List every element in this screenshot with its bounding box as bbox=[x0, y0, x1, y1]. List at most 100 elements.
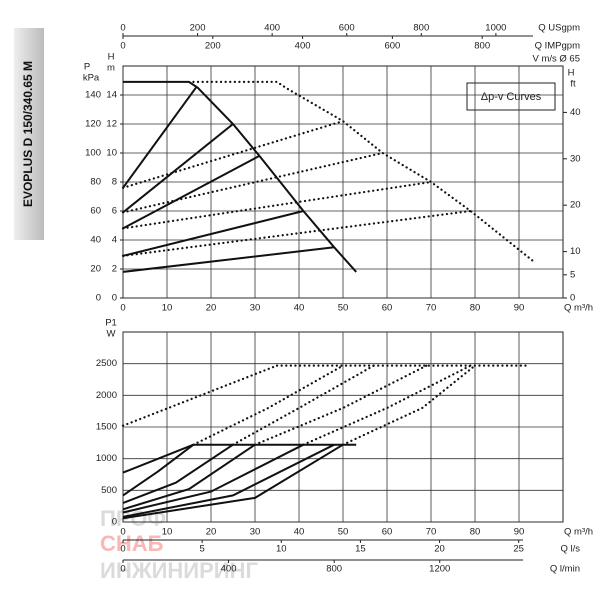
x-tick-label: 10 bbox=[162, 303, 173, 314]
y-axis-label: P1 bbox=[105, 318, 117, 329]
y-tick-label: 4 bbox=[112, 235, 117, 246]
bottom-tick-label: 5 bbox=[199, 544, 204, 555]
y-axis-unit: m bbox=[107, 63, 115, 74]
y2-tick-label: 0 bbox=[570, 293, 575, 304]
top-tick-label: 600 bbox=[339, 23, 355, 34]
y-tick-label: 120 bbox=[85, 119, 101, 130]
x-tick-label: 0 bbox=[120, 303, 125, 314]
x-tick-label: 0 bbox=[120, 527, 125, 538]
curve bbox=[122, 443, 335, 518]
y-tick-label: 8 bbox=[112, 177, 117, 188]
top-tick-label: 800 bbox=[413, 23, 429, 34]
x-tick-label: 20 bbox=[206, 303, 217, 314]
curve bbox=[122, 443, 304, 514]
y-tick-label: 100 bbox=[85, 148, 101, 159]
top-tick-label: 200 bbox=[190, 23, 206, 34]
y-tick-label: 140 bbox=[85, 90, 101, 101]
curve bbox=[122, 443, 234, 504]
x-axis-label: Q m³/h bbox=[564, 527, 593, 538]
curve bbox=[192, 364, 345, 446]
legend-text: Δp-v Curves bbox=[481, 91, 542, 103]
top-tick-label: 600 bbox=[384, 41, 400, 52]
top-tick-label: 200 bbox=[205, 41, 221, 52]
y-tick-label: 0 bbox=[112, 293, 117, 304]
bottom-tick-label: 0 bbox=[120, 544, 125, 555]
y-tick-label: 12 bbox=[106, 119, 117, 130]
x-tick-label: 40 bbox=[294, 527, 305, 538]
x-tick-label: 70 bbox=[426, 303, 437, 314]
bottom-tick-label: 25 bbox=[513, 544, 524, 555]
curve bbox=[122, 210, 304, 257]
x-tick-label: 70 bbox=[426, 527, 437, 538]
y-tick-label: 2000 bbox=[96, 390, 117, 401]
y2-axis-label: H bbox=[568, 68, 575, 79]
top-tick-label: 0 bbox=[120, 23, 125, 34]
y-tick-label: 1000 bbox=[96, 453, 117, 464]
bottom-tick-label: 0 bbox=[120, 564, 125, 575]
bottom-axis-label: Q l/s bbox=[560, 544, 580, 555]
y-tick-label: 500 bbox=[101, 485, 117, 496]
x-tick-label: 30 bbox=[250, 527, 261, 538]
curve bbox=[231, 364, 375, 446]
x-tick-label: 90 bbox=[514, 527, 525, 538]
curve bbox=[122, 123, 234, 214]
curve bbox=[122, 85, 198, 189]
curve bbox=[122, 443, 256, 511]
bottom-tick-label: 400 bbox=[221, 564, 237, 575]
bottom-tick-label: 800 bbox=[326, 564, 342, 575]
y-tick-label: 10 bbox=[106, 148, 117, 159]
curve bbox=[341, 364, 477, 446]
y2-tick-label: 5 bbox=[570, 269, 575, 280]
legend-box bbox=[466, 82, 556, 111]
curve bbox=[121, 151, 384, 214]
label-box bbox=[14, 28, 44, 240]
bottom-tick-label: 10 bbox=[276, 544, 287, 555]
curve bbox=[123, 80, 357, 273]
y-axis-unit: W bbox=[107, 329, 116, 340]
watermark: ПРОФ СНАБ ИНЖИНИРИНГ bbox=[100, 506, 258, 583]
curve bbox=[122, 155, 260, 230]
pump-label: EVOPLUS D 150/340.65 M bbox=[21, 61, 35, 207]
x-tick-label: 50 bbox=[338, 527, 349, 538]
curve bbox=[121, 180, 433, 230]
y-tick-label: 40 bbox=[90, 235, 101, 246]
y2-tick-label: 30 bbox=[570, 153, 581, 164]
top-axis-label: Q USgpm bbox=[538, 23, 580, 34]
x-tick-label: 60 bbox=[382, 303, 393, 314]
curve bbox=[302, 364, 472, 446]
curve bbox=[121, 120, 345, 189]
y-tick-label: 0 bbox=[112, 517, 117, 528]
y-tick-label: 60 bbox=[90, 206, 101, 217]
curve bbox=[122, 443, 194, 474]
curve bbox=[192, 80, 534, 262]
y-axis-unit: kPa bbox=[83, 73, 100, 84]
top-tick-label: 400 bbox=[295, 41, 311, 52]
top-tick-label: 1000 bbox=[485, 23, 506, 34]
bottom-tick-label: 1200 bbox=[429, 564, 450, 575]
y-tick-label: 2500 bbox=[96, 358, 117, 369]
x-axis-label: Q m³/h bbox=[564, 303, 593, 314]
curve bbox=[121, 209, 472, 257]
y2-tick-label: 20 bbox=[570, 200, 581, 211]
x-tick-label: 10 bbox=[162, 527, 173, 538]
bottom-tick-label: 20 bbox=[434, 544, 445, 555]
y-tick-label: 20 bbox=[90, 264, 101, 275]
x-tick-label: 40 bbox=[294, 303, 305, 314]
x-tick-label: 60 bbox=[382, 527, 393, 538]
y-tick-label: 0 bbox=[96, 293, 101, 304]
top-tick-label: 400 bbox=[264, 23, 280, 34]
top-note: V m/s Ø 65 bbox=[532, 54, 580, 65]
x-tick-label: 30 bbox=[250, 303, 261, 314]
y-tick-label: 6 bbox=[112, 206, 117, 217]
y-axis-label: H bbox=[108, 52, 115, 63]
curve bbox=[122, 443, 195, 497]
curve bbox=[121, 364, 279, 427]
x-tick-label: 90 bbox=[514, 303, 525, 314]
y-axis-label: P bbox=[84, 62, 90, 73]
curve bbox=[253, 364, 428, 446]
watermark-text: ИНЖИНИРИНГ bbox=[100, 558, 258, 583]
bottom-axis-label: Q l/min bbox=[550, 564, 580, 575]
curve bbox=[122, 443, 344, 520]
y-tick-label: 80 bbox=[90, 177, 101, 188]
